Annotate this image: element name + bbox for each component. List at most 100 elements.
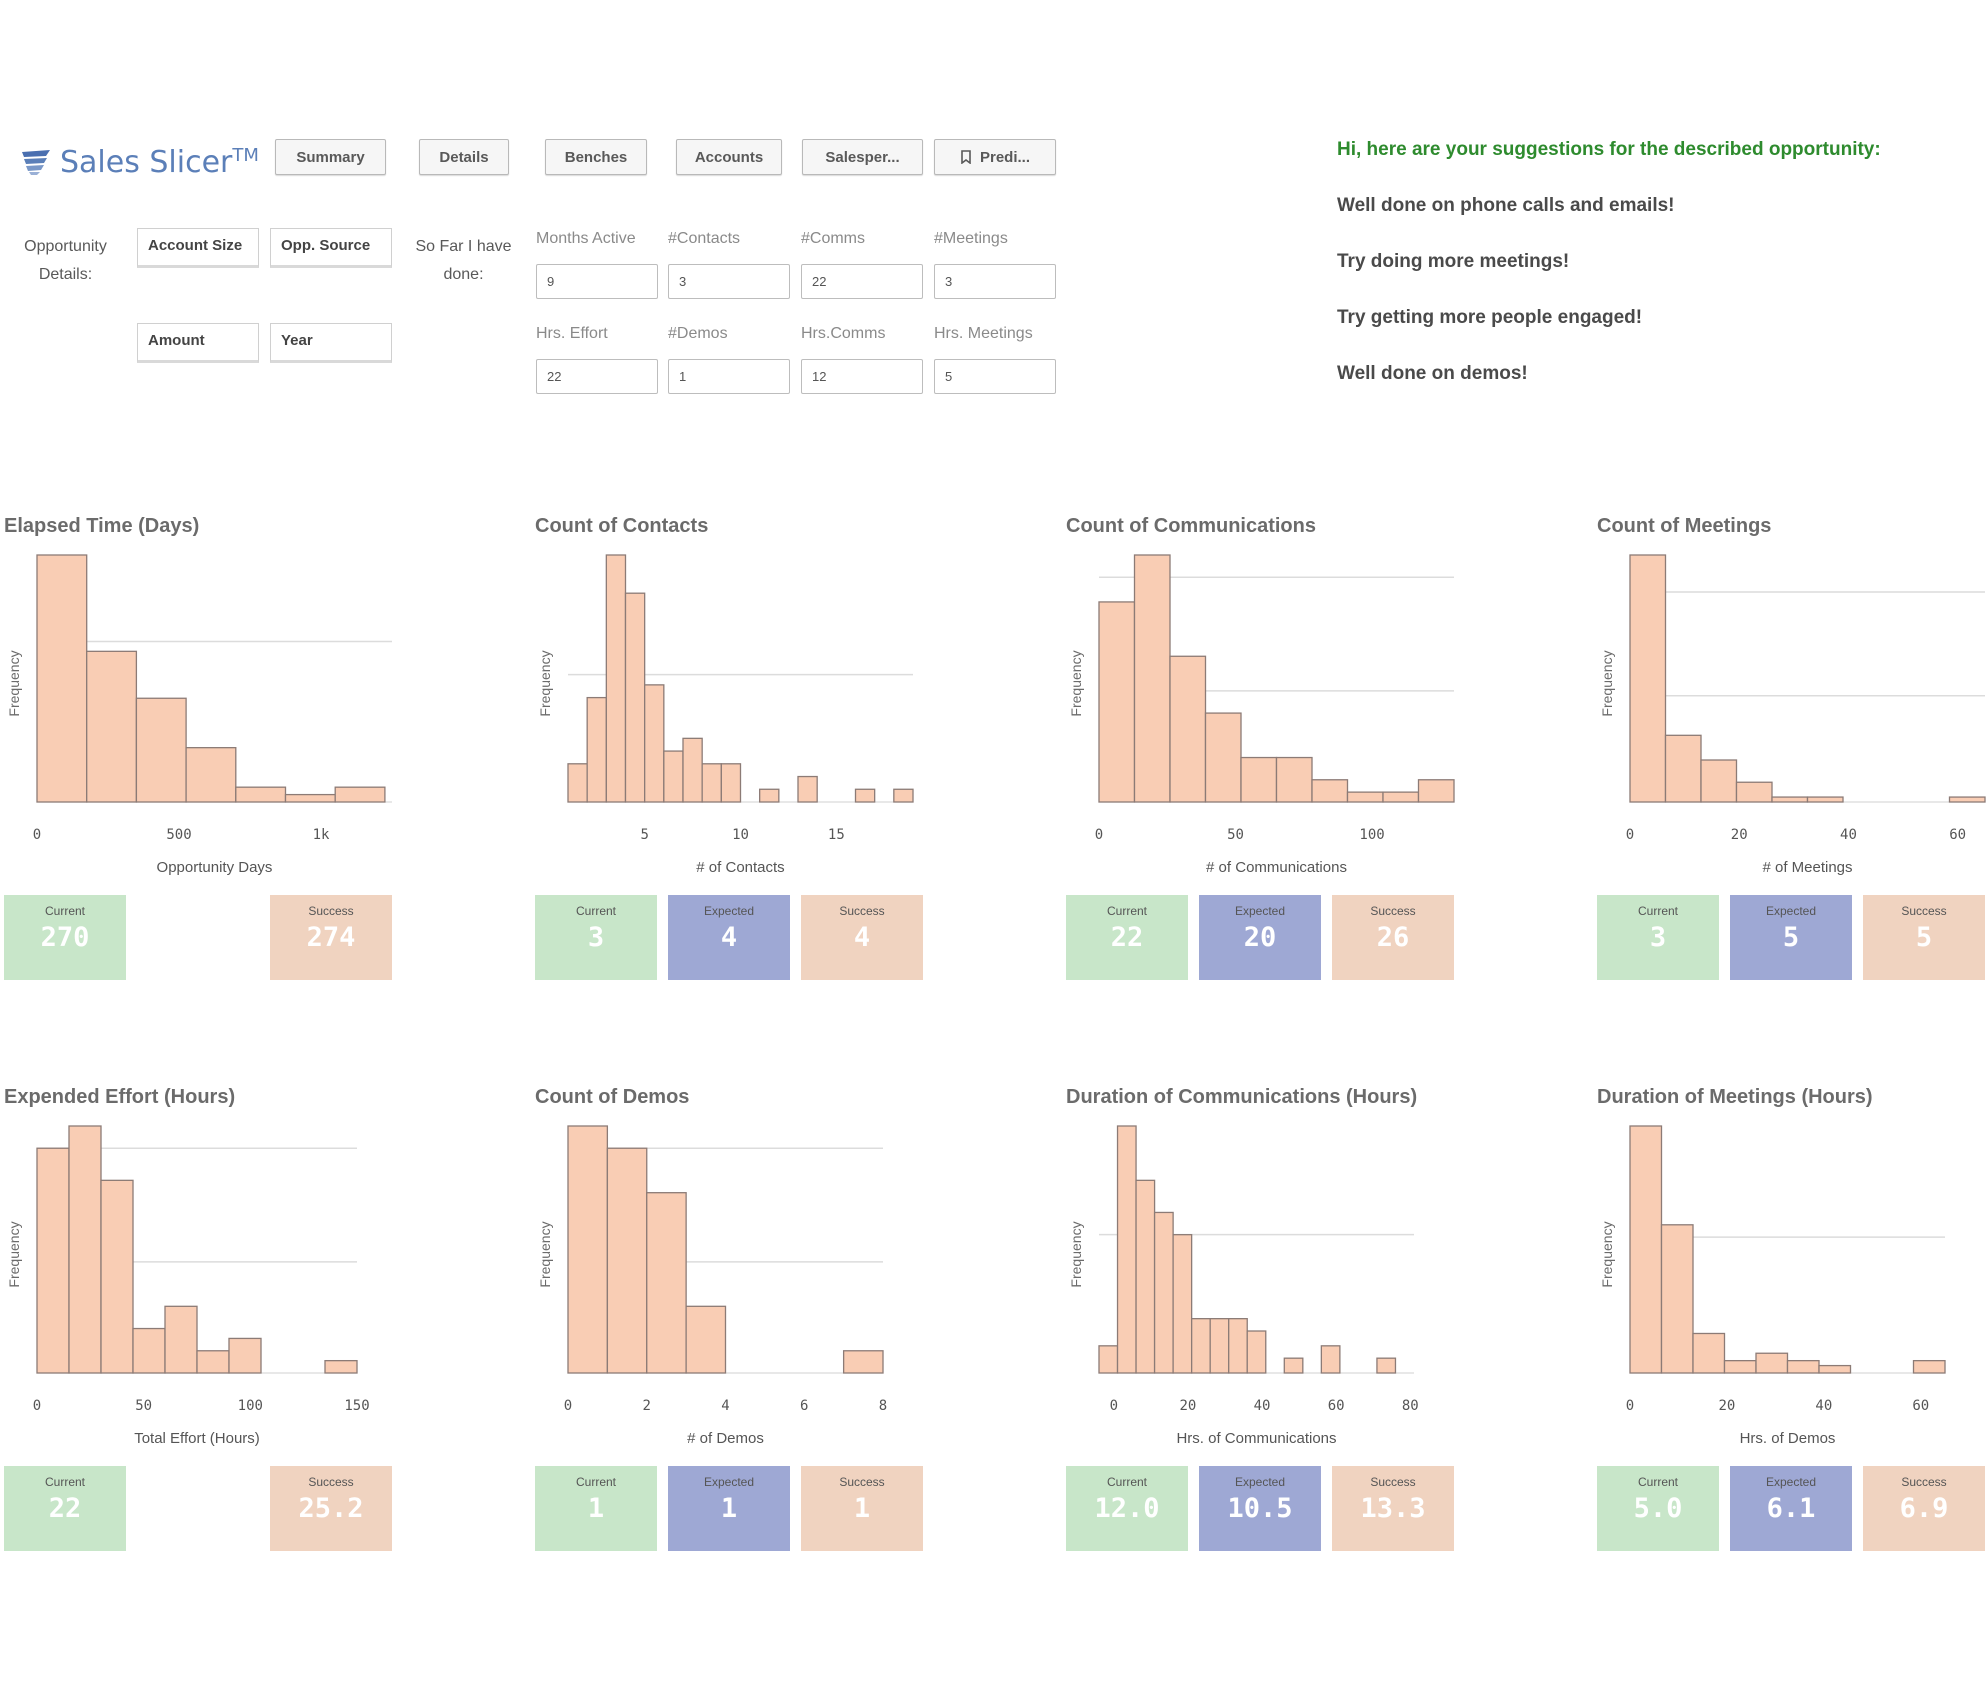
chart-title: Elapsed Time (Days) bbox=[4, 515, 200, 537]
x-tick-label: 500 bbox=[166, 827, 191, 843]
kpi-success: Success 5 bbox=[1863, 895, 1985, 980]
months-active-label: Months Active bbox=[536, 230, 636, 247]
hrs-effort-input[interactable] bbox=[536, 359, 658, 394]
kpi-value: 274 bbox=[306, 922, 356, 953]
kpi-caption: Expected bbox=[703, 1475, 755, 1489]
chart-title: Count of Demos bbox=[535, 1086, 690, 1108]
kpi-value: 26 bbox=[1376, 922, 1410, 953]
x-tick-label: 50 bbox=[1227, 827, 1244, 843]
nav-details-button[interactable]: Details bbox=[419, 139, 509, 175]
histogram-bar bbox=[334, 786, 386, 803]
histogram-bar bbox=[1275, 756, 1313, 803]
account-size-selector[interactable]: Account Size bbox=[137, 228, 259, 268]
kpi-value: 5.0 bbox=[1633, 1493, 1683, 1524]
chart-title: Duration of Meetings (Hours) bbox=[1597, 1086, 1873, 1108]
histogram-chart: 0 50 100 Frequency # of Communications bbox=[1068, 554, 1455, 876]
histogram-bar bbox=[605, 554, 627, 803]
so-far-label-line1: So Far I have bbox=[415, 238, 512, 255]
histogram-bar bbox=[324, 1359, 358, 1374]
x-tick-label: 1k bbox=[313, 827, 330, 843]
kpi-success: Success 26 bbox=[1332, 895, 1454, 980]
x-tick-label: 50 bbox=[135, 1398, 152, 1414]
suggestion-item: Well done on phone calls and emails! bbox=[1337, 195, 1675, 216]
histogram-bar bbox=[196, 1350, 230, 1374]
x-tick-label: 15 bbox=[828, 827, 845, 843]
histogram-bar bbox=[1818, 1364, 1852, 1374]
hrs-meetings-label: Hrs. Meetings bbox=[934, 325, 1033, 342]
x-tick-label: 150 bbox=[344, 1398, 369, 1414]
histogram-bar bbox=[663, 750, 684, 803]
kpi-caption: Expected bbox=[1234, 904, 1286, 918]
y-axis-label: Frequency bbox=[6, 1221, 22, 1287]
amount-selector[interactable]: Amount bbox=[137, 323, 259, 363]
histogram-bar bbox=[1948, 796, 1986, 803]
histogram-bar bbox=[1311, 779, 1349, 803]
chart-title: Count of Meetings bbox=[1597, 515, 1772, 537]
histogram-bar bbox=[842, 1350, 884, 1374]
hrs-comms-input[interactable] bbox=[801, 359, 923, 394]
histogram-bar bbox=[682, 737, 703, 803]
nav-salesperson-button[interactable]: Salesper... bbox=[802, 139, 923, 175]
suggestions-title: Hi, here are your suggestions for the de… bbox=[1337, 139, 1881, 160]
histogram-bar bbox=[1240, 756, 1278, 803]
x-axis-label: Total Effort (Hours) bbox=[134, 1430, 260, 1447]
kpi-value: 3 bbox=[1649, 922, 1667, 953]
nav-accounts-button[interactable]: Accounts bbox=[676, 139, 782, 175]
meetings-input[interactable] bbox=[934, 264, 1056, 299]
histogram-bar bbox=[1169, 655, 1207, 803]
histogram-bar bbox=[1346, 791, 1384, 803]
nav-prediction-button[interactable]: Predi... bbox=[934, 139, 1056, 175]
histogram-bar bbox=[1664, 734, 1702, 803]
suggestion-item: Try doing more meetings! bbox=[1337, 251, 1570, 272]
histogram-bar bbox=[1153, 1211, 1174, 1374]
histogram-bar bbox=[284, 793, 336, 803]
histogram-bar bbox=[1098, 1345, 1119, 1374]
histogram-bar bbox=[893, 788, 914, 803]
histogram-bar bbox=[1116, 1125, 1137, 1374]
histogram-chart: 0 500 1k Frequency Opportunity Days bbox=[6, 554, 392, 876]
histogram-bar bbox=[1135, 1179, 1156, 1374]
contacts-label: #Contacts bbox=[668, 230, 741, 247]
suggestion-item: Try getting more people engaged! bbox=[1337, 307, 1643, 328]
so-far-label: So Far I have done: bbox=[412, 233, 515, 289]
kpi-caption: Success bbox=[839, 904, 885, 918]
kpi-expected: Expected 5 bbox=[1730, 895, 1852, 980]
histogram-bar bbox=[36, 554, 88, 803]
demos-input[interactable] bbox=[668, 359, 790, 394]
kpi-expected: Expected 10.5 bbox=[1199, 1466, 1321, 1551]
hrs-meetings-input[interactable] bbox=[934, 359, 1056, 394]
contacts-input[interactable] bbox=[668, 264, 790, 299]
kpi-expected: Expected 4 bbox=[668, 895, 790, 980]
histogram-bar bbox=[1771, 796, 1809, 803]
months-active-input[interactable] bbox=[536, 264, 658, 299]
x-tick-label: 20 bbox=[1180, 1398, 1197, 1414]
y-axis-label: Frequency bbox=[6, 650, 22, 716]
x-tick-label: 0 bbox=[1626, 827, 1634, 843]
histogram-bar bbox=[235, 786, 287, 803]
nav-benches-button[interactable]: Benches bbox=[545, 139, 647, 175]
histogram-bar bbox=[135, 697, 187, 803]
opp-source-selector[interactable]: Opp. Source bbox=[270, 228, 392, 268]
x-tick-label: 6 bbox=[800, 1398, 808, 1414]
x-tick-label: 4 bbox=[721, 1398, 729, 1414]
nav-summary-button[interactable]: Summary bbox=[275, 139, 386, 175]
year-selector[interactable]: Year bbox=[270, 323, 392, 363]
comms-input[interactable] bbox=[801, 264, 923, 299]
histogram-bar bbox=[646, 1192, 687, 1374]
histogram-bar bbox=[164, 1305, 198, 1374]
meetings-label: #Meetings bbox=[934, 230, 1008, 247]
kpi-caption: Expected bbox=[1765, 1475, 1817, 1489]
kpi-caption: Success bbox=[839, 1475, 885, 1489]
histogram-bar bbox=[797, 775, 818, 803]
histogram-bar bbox=[132, 1327, 166, 1374]
histogram-chart: 0 20 40 60 Frequency # of Meetings bbox=[1599, 554, 1986, 876]
x-axis-label: # of Contacts bbox=[696, 859, 784, 876]
histogram-bar bbox=[1755, 1352, 1789, 1374]
kpi-current: Current 3 bbox=[535, 895, 657, 980]
x-tick-label: 80 bbox=[1402, 1398, 1419, 1414]
kpi-caption: Current bbox=[1106, 904, 1147, 918]
kpi-caption: Current bbox=[575, 1475, 616, 1489]
x-tick-label: 60 bbox=[1912, 1398, 1929, 1414]
kpi-caption: Success bbox=[1370, 1475, 1416, 1489]
histogram-bar bbox=[1204, 712, 1242, 803]
